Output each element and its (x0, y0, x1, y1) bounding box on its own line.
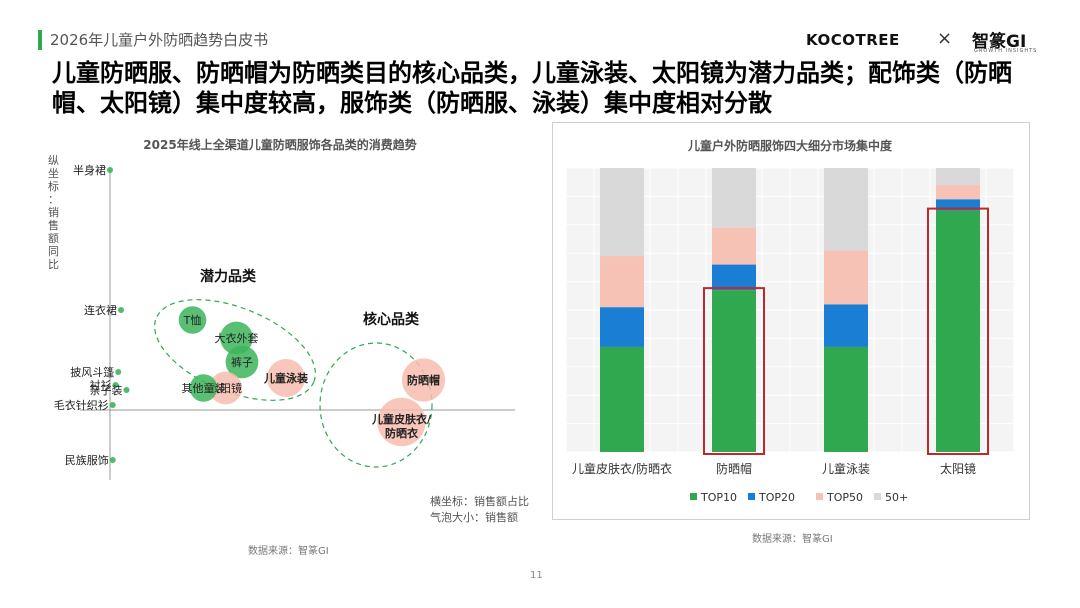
bubble-label: 亲子装 (90, 383, 123, 397)
page-headline: 儿童防晒服、防晒帽为防晒类目的核心品类，儿童泳装、太阳镜为潜力品类；配饰类（防晒… (52, 59, 1012, 117)
bubble-point (209, 371, 242, 405)
y-axis-label-char: ： (48, 193, 59, 206)
legend-swatch (816, 493, 823, 500)
bar-segment (712, 290, 756, 452)
bubble-label: 毛衣针织衫 (54, 398, 109, 412)
legend-label: TOP50 (826, 491, 863, 504)
bubble-point (189, 374, 218, 402)
bar-chart-title: 儿童户外防晒服饰四大细分市场集中度 (687, 139, 892, 153)
bar-segment (936, 199, 980, 211)
stacked-bar-chart: 儿童皮肤衣/防晒衣 防晒帽 儿童泳装 太阳镜 TOP10 TOP20 TOP50 50+ (565, 167, 1015, 504)
bar-segment (936, 210, 980, 452)
right-source: 数据来源：智篆GI (752, 534, 833, 545)
bar-segment (712, 168, 756, 228)
y-axis-label-char: 额 (48, 232, 59, 245)
bubble-point (225, 345, 259, 379)
bar-segment (600, 168, 644, 257)
logo-separator: × (937, 28, 953, 49)
bubble-point (118, 307, 124, 313)
bubble-point (107, 167, 113, 173)
bubble-point (401, 358, 446, 402)
category-label: 儿童泳装 (822, 461, 870, 476)
bar-segment (824, 346, 868, 452)
bubble-point (123, 387, 130, 393)
zhizhuan-logo-subtitle: GROWTH INSIGHTS (974, 48, 1038, 54)
bubble-label: 披风斗篷 (70, 365, 114, 379)
bubble-label: 半身裙 (73, 163, 106, 177)
bubble-label: 其他童装 (182, 381, 226, 395)
legend-swatch (874, 493, 881, 500)
bubble-point (109, 457, 116, 463)
report-tag-bar (38, 30, 42, 50)
bubble-label: 太阳镜 (209, 381, 242, 395)
y-axis-label-char: 售 (48, 218, 59, 232)
bubble-label: T恤 (183, 314, 202, 327)
y-axis-label-char: 销 (48, 205, 59, 219)
bar-segment (712, 227, 756, 265)
y-axis-label-char: 标 (48, 179, 59, 193)
bar-segment (712, 264, 756, 291)
bubble-chart-title: 2025年线上全渠道儿童防晒服饰各品类的消费趋势 (143, 138, 417, 152)
potential-group-label: 潜力品类 (200, 268, 257, 285)
legend-label: TOP10 (700, 491, 737, 504)
bar-segment (824, 304, 868, 347)
highlight-box (927, 207, 989, 455)
page-number: 11 (530, 570, 543, 581)
bubble-chart-annotation: 横坐标：销售额占比 气泡大小：销售额 (430, 494, 529, 526)
bubble-label: 防晒帽 (407, 373, 440, 387)
bar-segment (824, 168, 868, 251)
y-axis-label-char: 比 (48, 258, 59, 271)
bubble-point (178, 306, 207, 334)
core-group-outline (319, 342, 433, 468)
y-axis-label-char: 坐 (48, 167, 59, 180)
bubble-label: 连衣裙 (84, 303, 117, 317)
core-group-label: 核心品类 (363, 311, 420, 328)
bubble-label: 裤子 (231, 355, 253, 369)
y-axis-label-char: 同 (48, 245, 59, 258)
category-label: 儿童皮肤衣/防晒衣 (572, 461, 672, 476)
legend-swatch (690, 493, 697, 500)
bubble-size-annotation: 气泡大小：销售额 (430, 511, 518, 524)
bubble-point (112, 382, 119, 388)
bubble-point (377, 397, 426, 447)
report-tag: 2026年儿童户外防晒趋势白皮书 (50, 31, 269, 49)
bar-segment (936, 168, 980, 186)
bubble-label: 大衣外套 (215, 331, 259, 345)
category-label: 防晒帽 (716, 461, 752, 476)
x-axis-annotation: 横坐标：销售额占比 (430, 495, 529, 508)
bubble-point (115, 369, 122, 375)
bubble-point (267, 359, 305, 397)
bar-segment (600, 307, 644, 347)
left-source: 数据来源：智篆GI (248, 546, 329, 557)
kocotree-logo: KOCOTREE (806, 31, 900, 49)
bar-segment (824, 250, 868, 305)
bubble-label: 儿童泳装 (263, 371, 308, 385)
zhizhuan-logo: 智篆GI (972, 32, 1027, 52)
legend-label: TOP20 (758, 491, 795, 504)
legend-label: 50+ (885, 491, 908, 504)
bar-segment (936, 185, 980, 200)
category-label: 太阳镜 (940, 461, 976, 476)
bubble-label: 民族服饰 (65, 453, 109, 467)
highlight-box (703, 287, 765, 455)
legend-swatch (748, 493, 755, 500)
bubble-label: 衬衫 (90, 379, 112, 392)
bubble-label: 儿童皮肤衣/防晒衣 (371, 412, 432, 440)
bar-segment (600, 346, 644, 452)
bubble-point (109, 402, 116, 408)
bar-segment (600, 256, 644, 308)
y-axis-label-char: 纵 (48, 154, 59, 167)
